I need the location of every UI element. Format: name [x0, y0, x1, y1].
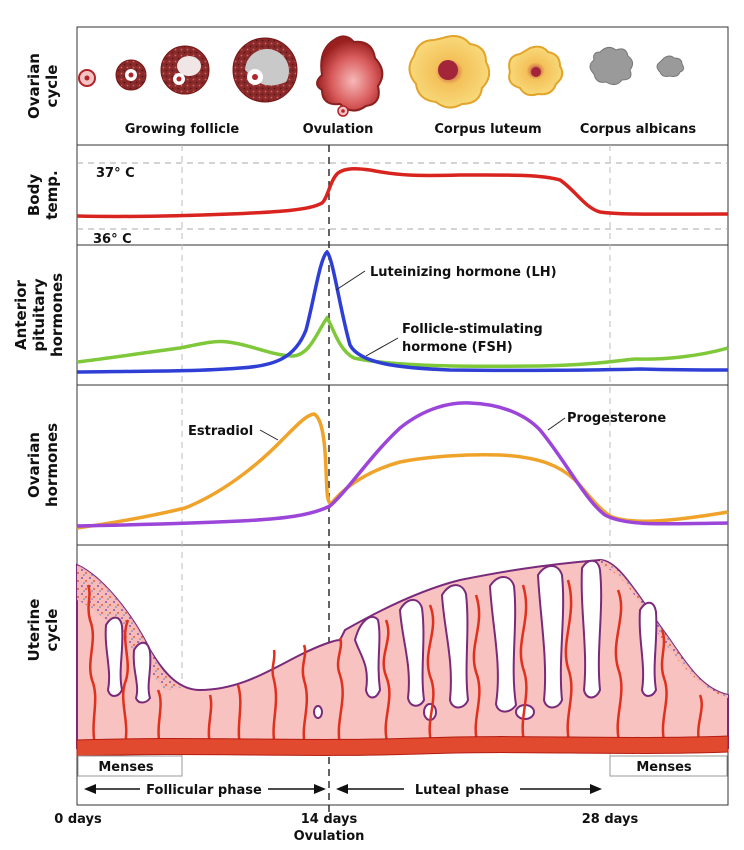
- lh-curve: [76, 249, 729, 374]
- row-label-ovarian-cycle: Ovariancycle: [25, 53, 61, 119]
- progesterone-curve: [76, 401, 729, 528]
- fsh-label-line1: Follicle-stimulating: [402, 322, 543, 337]
- progesterone-label-leader: [547, 417, 566, 431]
- luteal-phase-arrow: [336, 784, 602, 794]
- luteal-phase-label: Luteal phase: [415, 783, 509, 798]
- body-temp-curve: [76, 167, 729, 219]
- day-0-label: 0 days: [54, 812, 102, 827]
- temp-37-label: 37° C: [96, 166, 135, 181]
- lh-label-leader: [335, 270, 366, 291]
- corpus-albicans-small-icon: [656, 55, 685, 77]
- corpus-luteum-small-icon: [508, 45, 564, 97]
- row-label-uterine: Uterinecycle: [25, 599, 61, 662]
- day-28-label: 28 days: [582, 812, 639, 827]
- follicular-phase-label: Follicular phase: [146, 783, 262, 798]
- follicle-4-icon: [232, 37, 298, 103]
- estradiol-label: Estradiol: [188, 424, 253, 439]
- menses-right-label: Menses: [636, 760, 692, 775]
- ovarian-stage-images: [78, 35, 685, 117]
- row-label-body-temp: Bodytemp.: [25, 170, 61, 219]
- fsh-curve: [76, 315, 729, 369]
- ovulation-icon: [316, 35, 384, 117]
- fsh-label-line2: hormone (FSH): [402, 340, 513, 355]
- label-corpus-albicans: Corpus albicans: [580, 122, 696, 137]
- body-temp-chart: 37° C 36° C: [76, 162, 729, 247]
- corpus-albicans-large-icon: [589, 46, 634, 86]
- basal-layer: [76, 735, 729, 757]
- estradiol-label-leader: [259, 429, 279, 441]
- estradiol-curve: [76, 412, 729, 530]
- phase-bars: Menses Menses Follicular phase Luteal ph…: [77, 755, 728, 798]
- day-14-label: 14 days: [301, 812, 358, 827]
- lh-label: Luteinizing hormone (LH): [370, 265, 557, 280]
- label-growing-follicle: Growing follicle: [125, 122, 240, 137]
- corpus-luteum-large-icon: [408, 35, 491, 109]
- ovarian-hormones-chart: Estradiol Progesterone: [76, 401, 729, 530]
- fsh-label-leader: [365, 337, 399, 357]
- follicular-phase-arrow: [84, 784, 326, 794]
- menses-right-box: [609, 755, 728, 777]
- row-labels: Ovariancycle Bodytemp. Anteriorpituitary…: [12, 53, 66, 661]
- follicle-1-icon: [78, 69, 96, 87]
- shedding-left: [77, 565, 182, 690]
- row-label-pituitary: Anteriorpituitaryhormones: [12, 273, 66, 357]
- uterine-illustration: [76, 558, 729, 757]
- label-corpus-luteum: Corpus luteum: [434, 122, 541, 137]
- ovarian-stage-labels: Growing follicle Ovulation Corpus luteum…: [125, 122, 697, 137]
- follicle-2-icon: [115, 59, 147, 91]
- timeline-labels: 0 days 14 days Ovulation 28 days: [54, 812, 638, 844]
- label-ovulation: Ovulation: [303, 122, 374, 137]
- progesterone-label: Progesterone: [567, 411, 666, 426]
- day-14-sub-label: Ovulation: [294, 829, 365, 844]
- temp-36-label: 36° C: [93, 232, 132, 247]
- menses-left-label: Menses: [98, 760, 154, 775]
- row-label-ovarian-hormones: Ovarianhormones: [25, 423, 61, 507]
- follicle-3-icon: [160, 45, 210, 95]
- body-temp-panel: [76, 144, 729, 246]
- pituitary-chart: Luteinizing hormone (LH) Follicle-stimul…: [76, 249, 729, 374]
- menses-left-box: [77, 755, 183, 777]
